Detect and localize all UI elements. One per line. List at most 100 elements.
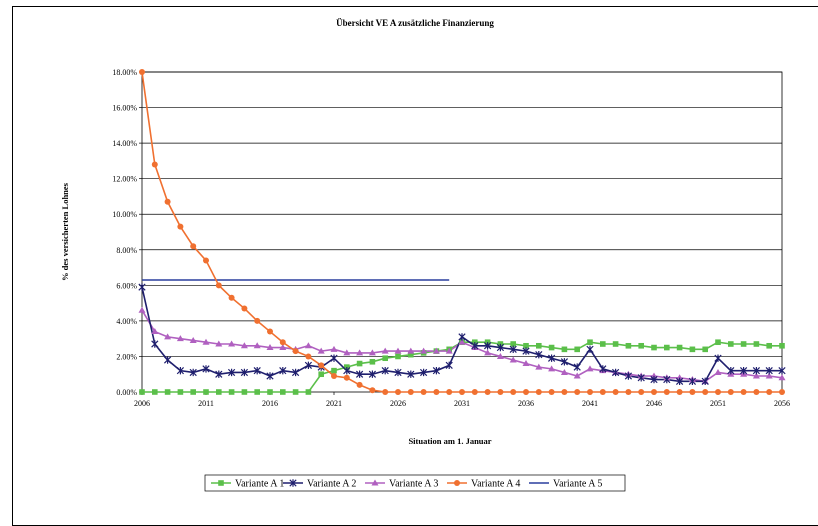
data-point [587,339,593,346]
data-point [599,365,607,373]
data-point [216,389,222,395]
data-point [279,366,287,375]
data-point [599,389,606,395]
data-point [139,389,145,395]
y-tick-label: 10.00% [112,210,137,219]
data-point [432,347,440,354]
data-point [547,354,556,362]
y-tick-label: 16.00% [112,104,137,113]
line-chart: Übersicht VE A zusätzliche Finanzierung … [60,18,790,492]
series-line [142,341,782,393]
x-tick-label: 2006 [134,399,150,408]
data-point [688,377,697,386]
data-point [177,223,184,230]
data-point [356,381,363,388]
data-point [355,370,364,378]
data-point [675,377,684,386]
data-point [305,353,312,360]
data-point [407,347,415,354]
data-point [408,351,414,358]
data-point [676,344,683,351]
data-point [510,341,516,347]
data-point [715,389,721,395]
data-point [176,335,184,342]
data-point [740,341,747,347]
data-point [304,361,313,370]
y-tick-label: 6.00% [116,281,137,290]
chart-title: Übersicht VE A zusätzliche Finanzierung [336,18,494,28]
y-tick-label: 14.00% [112,139,137,148]
data-point [510,389,517,395]
data-point [765,372,773,379]
data-point [395,389,401,395]
data-point [215,370,223,378]
data-point [484,349,492,356]
data-point [522,347,530,355]
data-point [228,294,235,301]
data-point [523,342,529,349]
x-tick-labels: 2006 2011 2016 2021 2026 2031 2036 2041 2046 2051… [134,399,790,408]
data-point [676,389,683,395]
data-point [279,339,286,346]
data-point [548,344,555,351]
data-point [381,366,389,375]
data-point [778,366,786,375]
data-point [318,362,325,369]
data-point [548,365,556,372]
data-point [459,389,465,395]
data-point [638,342,644,349]
data-point [445,347,453,354]
y-tick-label: 18.00% [112,68,137,77]
data-point [189,368,197,377]
data-point [624,372,633,380]
data-point [496,343,505,352]
data-point [382,355,388,362]
x-tick-label: 2046 [646,399,662,408]
data-point [266,372,274,380]
data-point [573,372,581,379]
x-tick-label: 2031 [454,399,470,408]
data-point [228,389,235,395]
data-point [368,349,376,356]
data-point [638,389,645,395]
data-point [304,342,312,349]
data-point [535,389,542,395]
data-point [241,389,248,395]
data-point [395,353,401,360]
data-point [663,375,671,384]
data-point [586,365,594,372]
x-tick-label: 2036 [518,399,534,408]
data-point [664,344,670,351]
data-point [218,480,224,486]
legend-label: Variante A 5 [553,479,602,490]
data-point [446,389,453,395]
data-point [752,366,761,375]
data-point [625,342,632,349]
data-point [343,366,351,375]
data-point [471,389,478,395]
x-tick-label: 2011 [198,399,214,408]
data-point [560,368,568,375]
data-point [701,377,709,386]
data-point [752,372,760,379]
y-tick-label: 0.00% [116,388,137,397]
data-point [574,346,580,353]
y-tick-label: 8.00% [116,246,137,255]
data-point [291,368,300,377]
data-point [650,375,658,384]
data-point [202,365,210,373]
data-point [535,363,543,370]
data-point [240,368,249,377]
data-point [253,366,261,375]
data-point [318,371,324,378]
data-point [522,360,530,367]
legend-box [204,474,626,492]
data-point [548,389,555,395]
data-point [164,333,172,340]
data-point [289,479,297,487]
data-point [637,374,645,382]
data-point [779,389,785,395]
data-point [356,360,363,367]
data-point [164,389,171,395]
data-point [561,346,568,353]
